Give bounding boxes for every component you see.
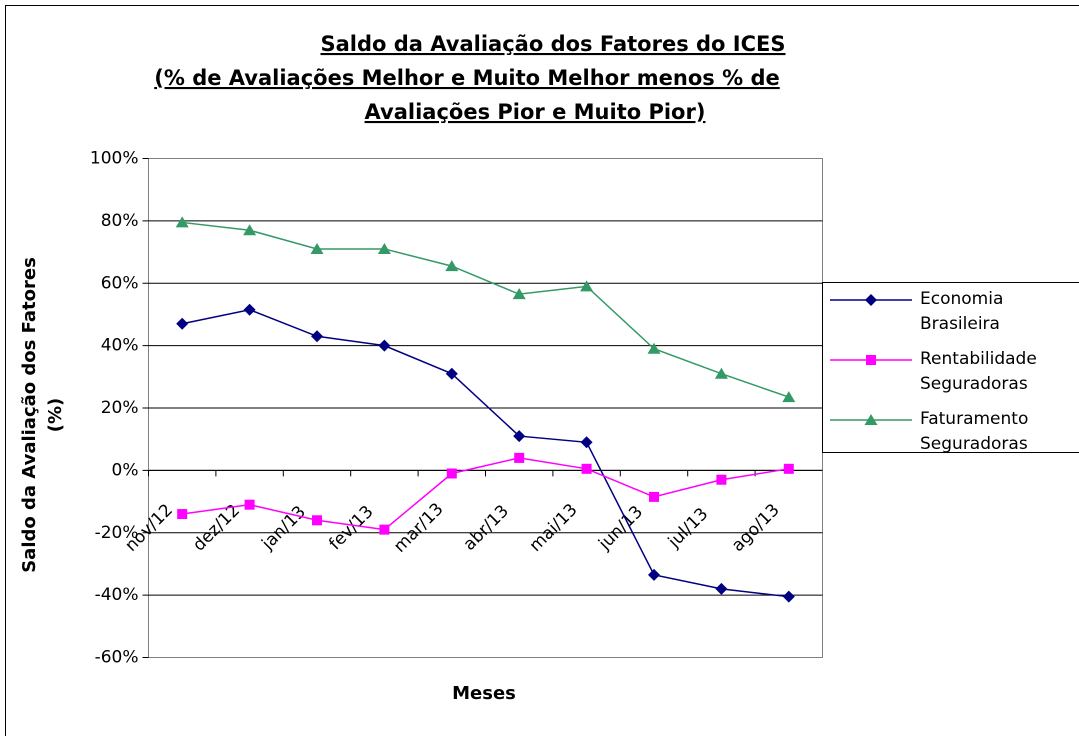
point [310, 242, 324, 254]
point [649, 491, 659, 502]
series-line [182, 308, 789, 598]
point [379, 524, 390, 535]
point [715, 582, 728, 595]
point [580, 280, 594, 292]
point [445, 260, 459, 272]
y-tick-label: 40% [101, 336, 139, 356]
point [446, 468, 457, 479]
point [312, 515, 322, 526]
point [175, 216, 189, 228]
point [243, 224, 257, 236]
legend-label: Rentabilidade Seguradoras [920, 349, 1037, 394]
point [311, 330, 323, 343]
point [377, 242, 391, 254]
title-line: Avaliações Pior e Muito Pior) [365, 100, 706, 124]
y-axis-title-line: Saldo da Avaliação dos Fatores [19, 257, 40, 573]
series-line [182, 221, 790, 398]
point [647, 342, 661, 354]
point [177, 509, 188, 520]
legend-label: Economia Brasileira [920, 289, 1004, 334]
title-line: (% de Avaliações Melhor e Muito Melhor m… [154, 66, 779, 90]
legend-marker [864, 414, 878, 425]
point [176, 317, 189, 330]
y-tick-label: -20% [95, 523, 139, 543]
series-line [182, 457, 789, 531]
y-axis-title: Saldo da Avaliação dos Fatores (%) [19, 257, 66, 573]
point [513, 430, 526, 443]
y-tick-label: 60% [101, 273, 139, 293]
point [512, 288, 526, 300]
point [445, 367, 458, 380]
point [716, 474, 727, 485]
point [243, 303, 256, 316]
point [648, 568, 660, 581]
legend-marker [866, 355, 876, 365]
legend-marker [865, 294, 877, 306]
y-axis-title-line: (%) [45, 398, 66, 433]
point [714, 367, 728, 379]
point [782, 391, 796, 403]
x-axis-title: Meses [452, 683, 516, 704]
y-tick-label: 20% [101, 398, 139, 418]
y-tick-label: 0% [112, 460, 139, 480]
chart-title: Saldo da Avaliação dos Fatores do ICES (… [154, 32, 785, 124]
legend-label: Faturamento Seguradoras [920, 409, 1029, 454]
title-line: Saldo da Avaliação dos Fatores do ICES [321, 32, 786, 56]
point [580, 436, 593, 449]
y-tick-label: 100% [90, 149, 139, 169]
point [514, 452, 525, 463]
point [782, 590, 795, 603]
y-tick-label: -40% [95, 585, 139, 605]
point [581, 463, 592, 474]
y-tick-label: -60% [95, 648, 139, 668]
point [783, 463, 794, 474]
y-tick-label: 80% [101, 211, 139, 231]
point [244, 499, 255, 510]
point [378, 339, 391, 352]
